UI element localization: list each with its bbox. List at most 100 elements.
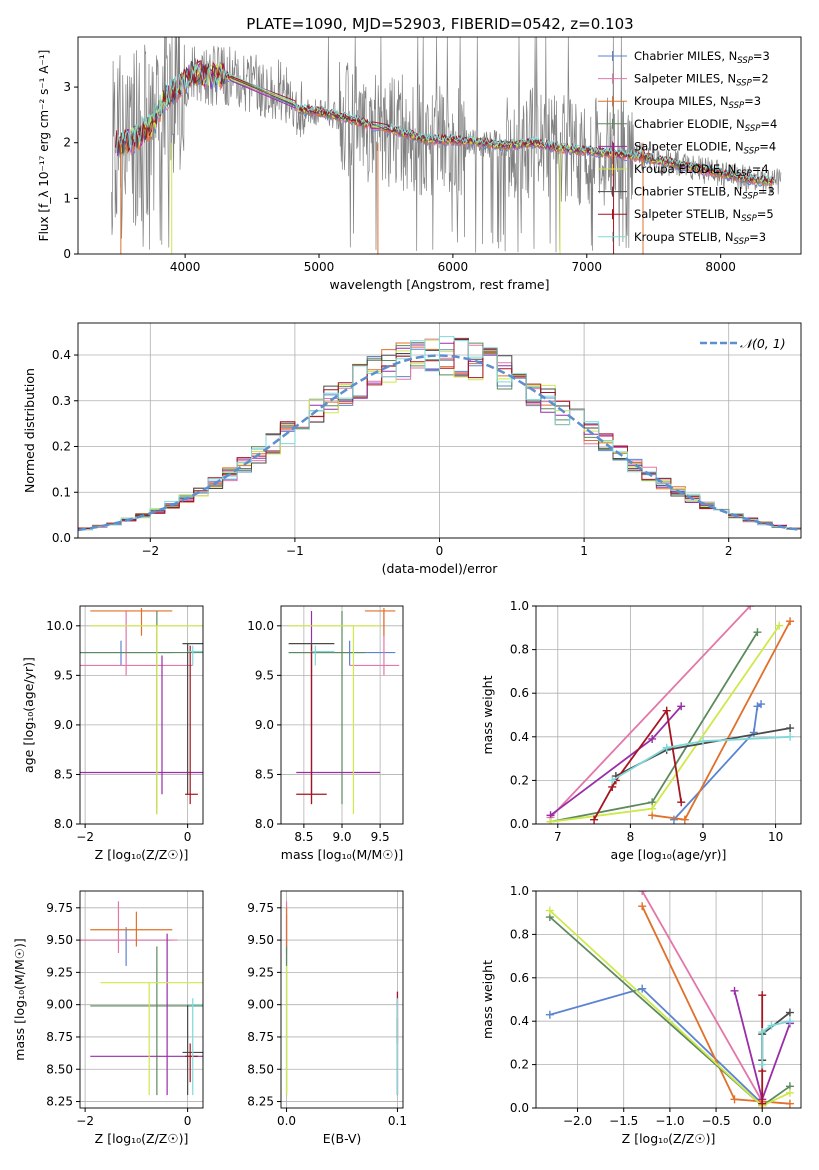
y-tick-label: 0.4 bbox=[510, 730, 529, 744]
weight-series-line bbox=[611, 735, 791, 782]
y-tick-label: 8.5 bbox=[255, 767, 274, 781]
weight-point-marker bbox=[785, 1008, 794, 1017]
errorbar-point bbox=[296, 610, 381, 795]
x-tick-label: 4000 bbox=[170, 260, 201, 274]
errorbar-point bbox=[182, 643, 203, 795]
y-tick-label: 9.25 bbox=[46, 965, 73, 979]
errorbar-point bbox=[100, 982, 203, 1096]
errorbar-point bbox=[187, 645, 203, 666]
weight-point-marker bbox=[730, 1095, 739, 1104]
legend-label: Chabrier ELODIE, NSSP=4 bbox=[634, 117, 777, 134]
legend-subscript: SSP bbox=[745, 124, 761, 134]
x-tick-label: 0 bbox=[436, 544, 444, 558]
errorbar-point bbox=[80, 610, 203, 815]
weight-point-marker bbox=[677, 798, 686, 807]
legend-count: =4 bbox=[759, 139, 776, 153]
y-tick-label: 2 bbox=[63, 136, 71, 150]
plot-marks bbox=[80, 607, 203, 815]
x-tick-label: 9 bbox=[699, 830, 707, 844]
residual-histogram-panel: −2 −1 0 1 2 0.0 0.1 0.2 0.3 0.4 (data-model)/error… bbox=[22, 322, 802, 576]
legend-label: Chabrier MILES, NSSP=3 bbox=[634, 49, 770, 66]
weight-point-marker bbox=[638, 891, 647, 895]
weight-point-marker bbox=[662, 706, 671, 715]
y-tick-label: 10.0 bbox=[46, 619, 73, 633]
y-tick-label: 8.0 bbox=[54, 817, 73, 831]
x-tick-label: 0 bbox=[184, 830, 192, 844]
y-axis-label: mass [log₁₀(M/M☉)] bbox=[12, 938, 27, 1060]
y-tick-label: 8.50 bbox=[247, 1062, 274, 1076]
y-tick-label: 0.2 bbox=[510, 1058, 529, 1072]
errorbar-point bbox=[80, 655, 203, 795]
y-tick-label: 9.00 bbox=[46, 998, 73, 1012]
spectrum-panel: 4000 5000 6000 7000 8000 0 1 2 3 wavelength [Angs… bbox=[37, 36, 802, 292]
y-axis-label: mass weight bbox=[480, 960, 495, 1039]
weight-point-marker bbox=[590, 815, 599, 824]
legend-subscript: SSP bbox=[736, 169, 752, 179]
y-tick-label: 9.5 bbox=[54, 668, 73, 682]
x-tick-label: 0.0 bbox=[753, 1114, 772, 1128]
y-tick-label: 9.25 bbox=[247, 965, 274, 979]
weight-point-marker bbox=[662, 743, 671, 752]
legend-label: Salpeter ELODIE, NSSP=4 bbox=[634, 139, 776, 156]
legend-subscript: SSP bbox=[741, 214, 757, 224]
errorbar-point bbox=[185, 1043, 198, 1083]
x-axis-label: age [log₁₀(age/yr)] bbox=[611, 847, 727, 862]
y-tick-label: 8.75 bbox=[247, 1030, 274, 1044]
legend-label: Kroupa STELIB, NSSP=3 bbox=[634, 230, 766, 247]
errorbar-point bbox=[90, 933, 203, 1096]
x-tick-label: −1 bbox=[286, 544, 304, 558]
x-tick-label: 2 bbox=[725, 544, 733, 558]
weight-point-marker bbox=[753, 628, 762, 637]
y-tick-label: 8.25 bbox=[247, 1095, 274, 1109]
model-spectrum-line bbox=[115, 63, 774, 182]
y-tick-label: 0.4 bbox=[52, 348, 71, 362]
spectrum-lines bbox=[111, 37, 782, 254]
y-tick-label: 0.3 bbox=[52, 394, 71, 408]
errorbar-point bbox=[288, 625, 381, 815]
y-tick-label: 0.2 bbox=[52, 440, 71, 454]
plot-marks bbox=[545, 891, 794, 1108]
weight-point-marker bbox=[638, 902, 647, 911]
y-tick-label: 9.0 bbox=[54, 718, 73, 732]
y-tick-label: 0.8 bbox=[510, 927, 529, 941]
histogram-steps bbox=[78, 336, 801, 533]
y-tick-label: 9.75 bbox=[46, 901, 73, 915]
y-tick-label: 8.50 bbox=[46, 1062, 73, 1076]
panel-age-vs-mass: 8.5 9.0 9.5 8.0 8.5 9.0 9.5 10.0 mass [log₁₀(M/M… bbox=[247, 605, 404, 862]
axes-frame bbox=[535, 890, 802, 1109]
errorbar-point bbox=[90, 946, 203, 1096]
x-tick-label: 1 bbox=[580, 544, 588, 558]
weight-series-line bbox=[641, 891, 763, 1102]
y-tick-label: 9.00 bbox=[247, 998, 274, 1012]
x-tick-label: −1.5 bbox=[609, 1114, 638, 1128]
legend-subscript: SSP bbox=[734, 237, 750, 247]
y-tick-label: 0.0 bbox=[52, 531, 71, 545]
weight-point-marker bbox=[786, 724, 795, 733]
weight-series-line bbox=[549, 705, 682, 817]
errorbar-point bbox=[90, 911, 173, 947]
weight-point-marker bbox=[648, 734, 657, 743]
axes-frame bbox=[79, 890, 204, 1109]
weight-point-marker bbox=[746, 606, 755, 610]
panel-age-vs-Z: −2 0 8.0 8.5 9.0 9.5 10.0 Z [log₁₀(Z/Z☉)] age [l… bbox=[21, 605, 204, 862]
y-axis-label: Normed distribution bbox=[22, 368, 37, 493]
weight-point-marker bbox=[758, 1099, 767, 1108]
x-axis-label: mass [log₁₀(M/M☉)] bbox=[281, 847, 403, 862]
legend-subscript: SSP bbox=[742, 192, 758, 202]
errorbar-point bbox=[90, 625, 203, 815]
x-axis-label: Z [log₁₀(Z/Z☉)] bbox=[95, 847, 189, 862]
weight-point-marker bbox=[677, 702, 686, 711]
x-axis-label: E(B-V) bbox=[323, 1131, 362, 1146]
axes-frame bbox=[77, 36, 802, 255]
legend-subscript: SSP bbox=[736, 79, 752, 89]
spectrum-legend: Chabrier MILES, NSSP=3 Salpeter MILES, NS… bbox=[598, 49, 777, 247]
errorbar-point bbox=[364, 607, 396, 636]
small-multiples: −2 0 8.0 8.5 9.0 9.5 10.0 Z [log₁₀(Z/Z☉)] age [l… bbox=[12, 599, 802, 1146]
legend-count: =5 bbox=[757, 207, 774, 221]
y-axis-label: age [log₁₀(age/yr)] bbox=[21, 657, 36, 773]
x-tick-label: 7000 bbox=[572, 260, 603, 274]
axes-frame bbox=[79, 605, 204, 825]
plot-marks bbox=[546, 606, 795, 824]
x-tick-label: −2 bbox=[76, 1114, 94, 1128]
x-tick-label: 7 bbox=[554, 830, 562, 844]
